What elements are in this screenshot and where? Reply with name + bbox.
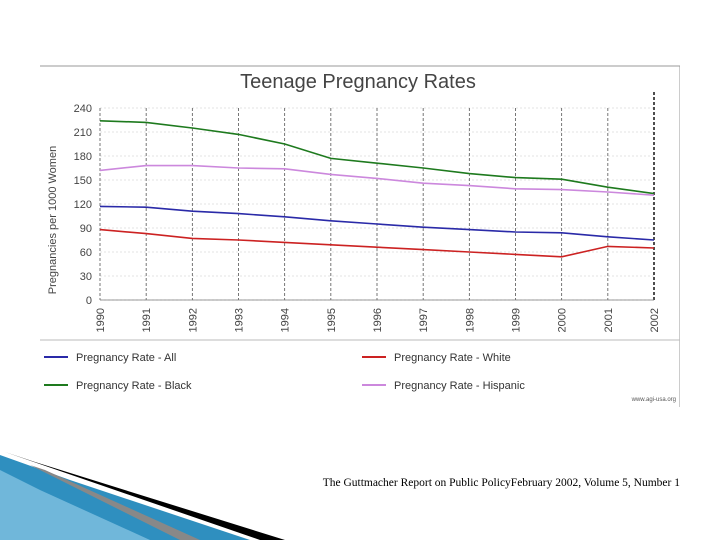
x-tick-label: 1992 bbox=[187, 308, 199, 332]
y-tick-label: 0 bbox=[86, 295, 92, 307]
chart-panel: Teenage Pregnancy Rates Pregnancies per … bbox=[40, 62, 680, 407]
chart-frame bbox=[40, 65, 680, 407]
y-tick-label: 150 bbox=[74, 175, 92, 187]
y-tick-label: 60 bbox=[80, 247, 92, 259]
series-line bbox=[99, 205, 655, 241]
x-tick-label: 1990 bbox=[95, 308, 107, 332]
decor-light-wedge bbox=[0, 470, 150, 540]
source-caption: The Guttmacher Report on Public PolicyFe… bbox=[322, 477, 680, 489]
y-tick-label: 120 bbox=[74, 199, 92, 211]
x-tick-label: 1993 bbox=[234, 308, 246, 332]
legend-label: Pregnancy Rate - Hispanic bbox=[394, 380, 525, 392]
x-tick-label: 1997 bbox=[418, 308, 430, 332]
chart-svg: Teenage Pregnancy Rates Pregnancies per … bbox=[40, 65, 680, 407]
series-line bbox=[99, 120, 655, 195]
y-tick-label: 210 bbox=[74, 127, 92, 139]
chart-title: Teenage Pregnancy Rates bbox=[240, 71, 476, 93]
x-tick-label: 1995 bbox=[326, 308, 338, 332]
y-tick-label: 30 bbox=[80, 271, 92, 283]
slide-decoration bbox=[0, 452, 285, 540]
legend-label: Pregnancy Rate - White bbox=[394, 352, 511, 364]
series-lines bbox=[99, 120, 655, 258]
series-line bbox=[99, 228, 655, 258]
x-tick-label: 1996 bbox=[372, 308, 384, 332]
x-tick-label: 1991 bbox=[141, 308, 153, 332]
decor-gray-stripe bbox=[30, 465, 200, 540]
x-tick-label: 2000 bbox=[557, 308, 569, 332]
x-tick-label: 2002 bbox=[649, 308, 661, 332]
series-line bbox=[99, 164, 655, 196]
legend: Pregnancy Rate - All Pregnancy Rate - Whi… bbox=[44, 352, 525, 392]
x-tick-label: 1994 bbox=[280, 308, 292, 332]
grid-lines bbox=[99, 92, 655, 301]
y-tick-label: 180 bbox=[74, 151, 92, 163]
y-tick-labels: 0 30 60 90 120 150 180 210 240 bbox=[74, 103, 92, 307]
y-tick-label: 90 bbox=[80, 223, 92, 235]
x-tick-label: 1999 bbox=[511, 308, 523, 332]
x-tick-label: 1998 bbox=[464, 308, 476, 332]
x-tick-labels: 1990 1991 1992 1993 1994 1995 1996 1997 1998 1999… bbox=[95, 308, 661, 332]
legend-label: Pregnancy Rate - Black bbox=[76, 380, 192, 392]
y-axis-label: Pregnancies per 1000 Women bbox=[47, 146, 59, 294]
watermark-text: www.agi-usa.org bbox=[631, 397, 676, 403]
x-tick-label: 2001 bbox=[603, 308, 615, 332]
y-tick-label: 240 bbox=[74, 103, 92, 115]
legend-label: Pregnancy Rate - All bbox=[76, 352, 176, 364]
